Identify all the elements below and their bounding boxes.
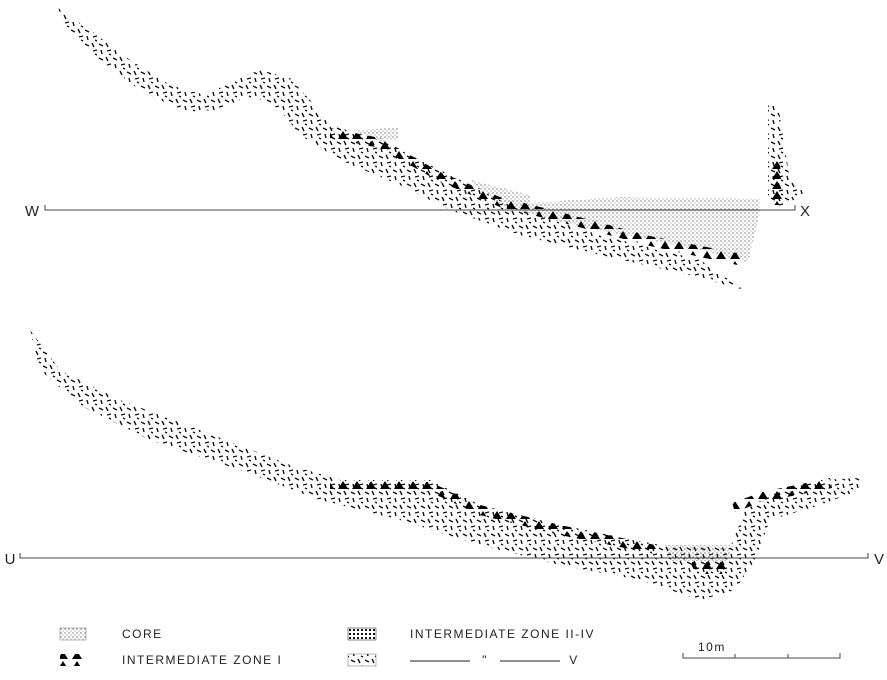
cross-section-diagram: W X U V CORE INTERMEDIATE ZONE I INTERME… <box>0 0 887 680</box>
ditto-mark: " <box>482 653 488 667</box>
section-label: U <box>5 551 16 568</box>
zone-i <box>768 160 782 205</box>
legend-swatch <box>60 628 86 640</box>
section-label: X <box>800 203 810 220</box>
legend-label: INTERMEDIATE ZONE I <box>122 653 282 667</box>
core <box>665 545 732 561</box>
legend-swatch <box>60 654 86 666</box>
zone-v <box>30 330 860 600</box>
legend: CORE INTERMEDIATE ZONE I INTERMEDIATE ZO… <box>60 627 595 667</box>
legend-label: V <box>569 653 579 667</box>
section-label: V <box>874 551 884 568</box>
legend-label: INTERMEDIATE ZONE II-IV <box>410 627 595 641</box>
zone-v <box>58 8 745 290</box>
legend-swatch <box>348 654 376 666</box>
section-wx: W X <box>25 8 810 290</box>
section-label: W <box>25 203 40 220</box>
legend-label: CORE <box>122 627 163 641</box>
zone-i <box>330 128 742 266</box>
scale-label: 10m <box>698 640 726 654</box>
scale-bar: 10m <box>683 640 840 658</box>
legend-swatch <box>348 628 376 640</box>
section-uv: U V <box>5 330 884 600</box>
